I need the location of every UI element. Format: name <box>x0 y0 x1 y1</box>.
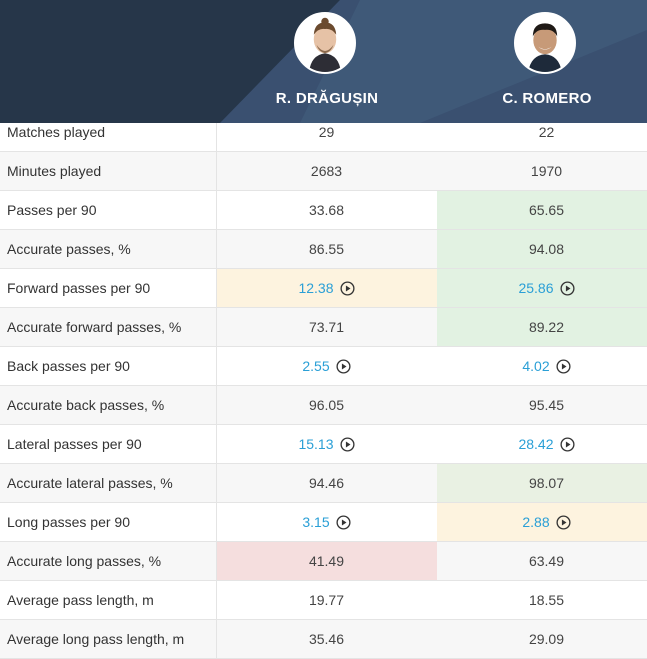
stat-label: Forward passes per 90 <box>0 269 216 308</box>
player-photo-icon <box>516 14 574 72</box>
player-1-stat-value: 19.77 <box>216 581 437 620</box>
player-1-stat-value: 35.46 <box>216 620 437 659</box>
player-2-stat-value: 63.49 <box>437 542 647 581</box>
player-2-stat-value[interactable]: 2.88 <box>437 503 647 542</box>
player-1-stat-value: 96.05 <box>216 386 437 425</box>
stat-label: Average pass length, m <box>0 581 216 620</box>
table-row: Forward passes per 90 12.38 25.86 <box>0 269 647 308</box>
player-1-stat-value: 2683 <box>216 152 437 191</box>
player-2-stat-value: 22 <box>437 123 647 152</box>
play-video-icon[interactable] <box>334 280 355 296</box>
stat-label: Lateral passes per 90 <box>0 425 216 464</box>
stat-value-link[interactable]: 28.42 <box>518 436 553 452</box>
stat-label: Back passes per 90 <box>0 347 216 386</box>
table-row: Long passes per 90 3.15 2.88 <box>0 503 647 542</box>
play-video-icon[interactable] <box>554 436 575 452</box>
comparison-header: R. DRĂGUȘIN C. ROMERO <box>0 0 647 123</box>
play-video-icon[interactable] <box>554 280 575 296</box>
player-1-stat-value: 33.68 <box>216 191 437 230</box>
stat-value-link[interactable]: 2.55 <box>302 358 329 374</box>
stat-value-link[interactable]: 2.88 <box>522 514 549 530</box>
player-2-stat-value[interactable]: 28.42 <box>437 425 647 464</box>
player-1-stat-value: 41.49 <box>216 542 437 581</box>
player-1-stat-value: 73.71 <box>216 308 437 347</box>
stat-label: Minutes played <box>0 152 216 191</box>
stat-label: Average long pass length, m <box>0 620 216 659</box>
player-1-name[interactable]: R. DRĂGUȘIN <box>217 90 437 107</box>
player-2-stat-value: 94.08 <box>437 230 647 269</box>
play-video-icon[interactable] <box>334 436 355 452</box>
play-video-icon[interactable] <box>330 514 351 530</box>
player-2-stat-value: 18.55 <box>437 581 647 620</box>
player-2-stat-value: 1970 <box>437 152 647 191</box>
player-2-name[interactable]: C. ROMERO <box>437 90 647 107</box>
player-2-avatar[interactable] <box>514 12 576 74</box>
stat-label: Accurate passes, % <box>0 230 216 269</box>
player-1-stat-value[interactable]: 2.55 <box>216 347 437 386</box>
stat-value-link[interactable]: 3.15 <box>302 514 329 530</box>
play-video-icon[interactable] <box>550 514 571 530</box>
player-column-1: R. DRĂGUȘIN <box>217 0 437 123</box>
player-1-stat-value[interactable]: 12.38 <box>216 269 437 308</box>
player-column-2: C. ROMERO <box>437 0 647 123</box>
player-2-stat-value: 29.09 <box>437 620 647 659</box>
play-video-icon[interactable] <box>550 358 571 374</box>
player-1-stat-value: 86.55 <box>216 230 437 269</box>
player-2-stat-value[interactable]: 4.02 <box>437 347 647 386</box>
player-2-stat-value: 89.22 <box>437 308 647 347</box>
player-1-stat-value: 29 <box>216 123 437 152</box>
table-row: Back passes per 90 2.55 4.02 <box>0 347 647 386</box>
stat-label: Accurate forward passes, % <box>0 308 216 347</box>
stat-label: Long passes per 90 <box>0 503 216 542</box>
player-2-stat-value: 98.07 <box>437 464 647 503</box>
stat-label: Accurate long passes, % <box>0 542 216 581</box>
table-row: Lateral passes per 90 15.13 28.42 <box>0 425 647 464</box>
stat-label: Matches played <box>0 123 216 152</box>
player-2-stat-value: 95.45 <box>437 386 647 425</box>
stat-value-link[interactable]: 25.86 <box>518 280 553 296</box>
stat-value-link[interactable]: 15.13 <box>298 436 333 452</box>
player-2-stat-value[interactable]: 25.86 <box>437 269 647 308</box>
player-1-stat-value[interactable]: 3.15 <box>216 503 437 542</box>
stat-label: Accurate back passes, % <box>0 386 216 425</box>
stat-label: Accurate lateral passes, % <box>0 464 216 503</box>
player-2-stat-value: 65.65 <box>437 191 647 230</box>
player-photo-icon <box>296 14 354 72</box>
stat-label: Passes per 90 <box>0 191 216 230</box>
player-1-avatar[interactable] <box>294 12 356 74</box>
player-1-stat-value[interactable]: 15.13 <box>216 425 437 464</box>
stat-value-link[interactable]: 12.38 <box>298 280 333 296</box>
player-1-stat-value: 94.46 <box>216 464 437 503</box>
stat-value-link[interactable]: 4.02 <box>522 358 549 374</box>
play-video-icon[interactable] <box>330 358 351 374</box>
